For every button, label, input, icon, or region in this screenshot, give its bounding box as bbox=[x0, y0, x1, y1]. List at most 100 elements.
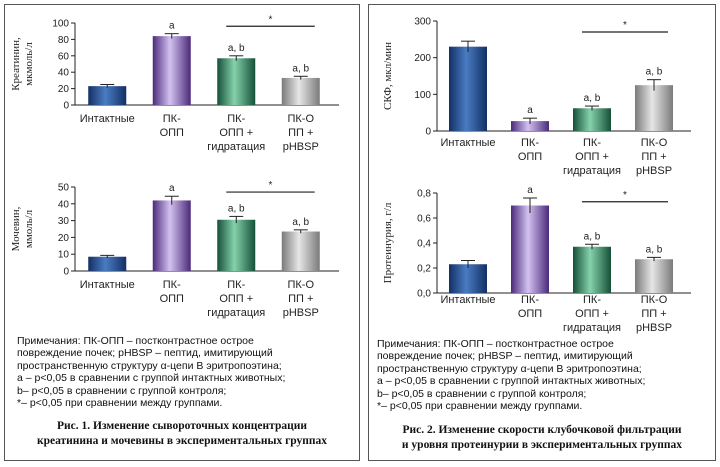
category-label: ПП + bbox=[288, 127, 313, 139]
y-tick-label: 50 bbox=[58, 183, 70, 194]
category-label: ОПП + bbox=[575, 308, 609, 320]
note-line: a – p<0,05 в сравнении с группой интактн… bbox=[377, 375, 646, 388]
y-tick-label: 300 bbox=[414, 17, 431, 28]
category-label: ПК- bbox=[163, 113, 181, 125]
significance-annotation: a, b bbox=[228, 203, 245, 214]
category-label: ПП + bbox=[641, 308, 666, 320]
y-tick-label: 10 bbox=[58, 250, 70, 261]
significance-annotation: a, b bbox=[292, 63, 309, 74]
note-line: пространственную структуру α-цепи В эрит… bbox=[17, 359, 282, 372]
bar bbox=[88, 86, 127, 105]
bar bbox=[511, 121, 549, 131]
caption-line: креатинина и мочевины в экспериментальны… bbox=[36, 435, 328, 447]
category-label: ОПП + bbox=[219, 127, 253, 139]
category-label: pHBSP bbox=[283, 307, 319, 319]
note-line: b– p<0,05 в сравнении с группой контроля… bbox=[17, 384, 227, 397]
figure-2-notes: Примечания: ПК-ОПП – постконтрастное ост… bbox=[377, 338, 645, 412]
category-label: ПК- bbox=[521, 137, 539, 149]
category-label: ОПП + bbox=[575, 151, 609, 163]
y-axis-label: ммоль/л bbox=[23, 209, 35, 248]
category-label: ОПП bbox=[160, 127, 184, 139]
bar bbox=[449, 46, 487, 131]
y-tick-label: 30 bbox=[58, 216, 70, 227]
figure-2-caption: Рис. 2. Изменение скорости клубочковой ф… bbox=[369, 423, 715, 453]
significance-star: * bbox=[623, 190, 627, 201]
y-tick-label: 0 bbox=[63, 101, 69, 112]
note-line: повреждение почек; pHBSP – пептид, имити… bbox=[17, 347, 273, 360]
y-axis-label: Мочевин, bbox=[10, 206, 22, 251]
category-label: Интактные bbox=[440, 137, 495, 149]
category-label: ПК- bbox=[583, 294, 601, 306]
category-label: pHBSP bbox=[636, 165, 672, 177]
y-tick-label: 20 bbox=[58, 233, 70, 244]
bar bbox=[281, 231, 320, 271]
category-label: ПП + bbox=[641, 151, 666, 163]
y-tick-label: 0,4 bbox=[417, 239, 431, 250]
significance-annotation: a, b bbox=[646, 67, 663, 78]
category-label: ПК- bbox=[583, 137, 601, 149]
significance-annotation: a bbox=[169, 21, 175, 32]
caption-line: Рис. 1. Изменение сывороточных концентра… bbox=[57, 420, 307, 432]
significance-annotation: a bbox=[527, 185, 533, 196]
y-tick-label: 0,6 bbox=[417, 214, 431, 225]
bar bbox=[217, 219, 256, 271]
caption-line: Рис. 2. Изменение скорости клубочковой ф… bbox=[402, 424, 682, 436]
category-label: pHBSP bbox=[283, 141, 319, 153]
y-axis-label: мкмоль/л bbox=[23, 42, 35, 86]
significance-annotation: a, b bbox=[228, 43, 245, 54]
category-label: гидратация bbox=[563, 322, 621, 334]
gfr-chart: 0 100 200 300 СКФ, мкл/мин Интактные a ПК- ОПП a,… bbox=[382, 17, 691, 177]
category-label: ПП + bbox=[288, 293, 313, 305]
significance-annotation: a bbox=[169, 183, 175, 194]
category-label: гидратация bbox=[563, 165, 621, 177]
proteinuria-chart: 0,0 0,2 0,4 0,6 0,8 Протеинурия, г/л Интактные… bbox=[382, 185, 691, 334]
significance-annotation: a bbox=[527, 105, 533, 116]
bar bbox=[281, 77, 320, 105]
category-label: ОПП bbox=[160, 293, 184, 305]
bar bbox=[573, 108, 611, 131]
y-tick-label: 40 bbox=[58, 199, 70, 210]
bar bbox=[635, 85, 673, 131]
y-tick-label: 40 bbox=[58, 68, 70, 79]
category-label: ПК- bbox=[521, 294, 539, 306]
y-tick-label: 60 bbox=[58, 51, 70, 62]
category-label: ОПП bbox=[518, 151, 542, 163]
y-tick-label: 100 bbox=[52, 19, 69, 30]
category-label: ПК-О bbox=[287, 113, 314, 125]
category-label: гидратация bbox=[207, 307, 265, 319]
y-tick-label: 0,8 bbox=[417, 189, 431, 200]
y-tick-label: 80 bbox=[58, 35, 70, 46]
significance-annotation: a, b bbox=[292, 217, 309, 228]
category-label: ПК- bbox=[163, 279, 181, 291]
bar bbox=[152, 36, 191, 105]
figure-2-panel: 0 100 200 300 СКФ, мкл/мин Интактные a ПК- ОПП a,… bbox=[368, 4, 716, 461]
category-label: ПК- bbox=[227, 279, 245, 291]
figure-1-notes: Примечания: ПК-ОПП – постконтрастное ост… bbox=[17, 335, 285, 409]
bar bbox=[573, 246, 611, 293]
y-axis-label: Креатинин, bbox=[10, 37, 22, 91]
note-line: *– p<0,05 при сравнении между группами. bbox=[17, 397, 223, 410]
category-label: гидратация bbox=[207, 141, 265, 153]
bar bbox=[88, 256, 127, 271]
bar bbox=[152, 200, 191, 271]
y-tick-label: 100 bbox=[414, 90, 431, 101]
note-line: b– p<0,05 в сравнении с группой контроля… bbox=[377, 387, 587, 400]
category-label: ОПП bbox=[518, 308, 542, 320]
significance-star: * bbox=[269, 180, 273, 191]
category-label: Интактные bbox=[80, 279, 135, 291]
note-line: Примечания: ПК-ОПП – постконтрастное ост… bbox=[17, 335, 254, 347]
y-tick-label: 200 bbox=[414, 53, 431, 64]
category-label: ОПП + bbox=[219, 293, 253, 305]
y-tick-label: 0,0 bbox=[417, 289, 431, 300]
category-label: Интактные bbox=[80, 113, 135, 125]
category-label: ПК-О bbox=[287, 279, 314, 291]
bar bbox=[635, 259, 673, 293]
note-line: a – p<0,05 в сравнении с группой интактн… bbox=[17, 372, 286, 385]
category-label: ПК-О bbox=[641, 294, 668, 306]
note-line: повреждение почек; pHBSP – пептид, имити… bbox=[377, 350, 633, 363]
significance-annotation: a, b bbox=[646, 244, 663, 255]
y-axis-label: Протеинурия, г/л bbox=[382, 202, 394, 283]
bar bbox=[217, 58, 256, 105]
y-tick-label: 0,2 bbox=[417, 264, 431, 275]
